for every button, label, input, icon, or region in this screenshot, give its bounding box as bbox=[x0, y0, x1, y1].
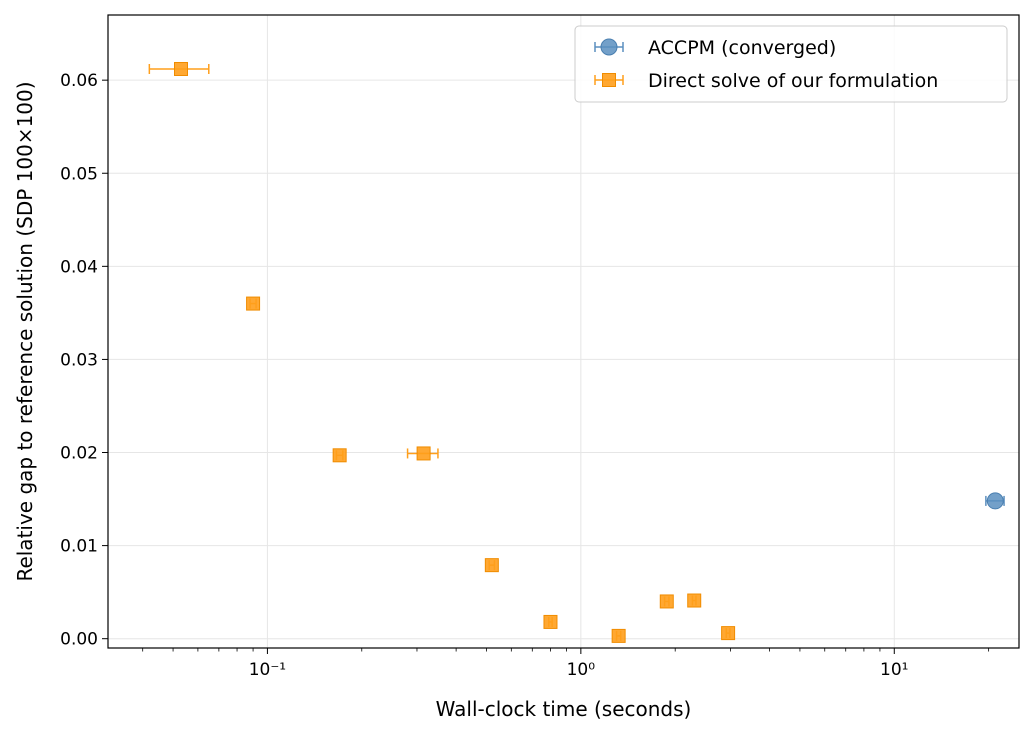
legend-label: Direct solve of our formulation bbox=[648, 70, 938, 92]
grid bbox=[108, 15, 1019, 648]
y-axis-ticks: 0.00 0.01 0.02 0.03 0.04 0.05 0.06 bbox=[60, 71, 108, 650]
data-point-direct bbox=[332, 448, 347, 463]
data-point-direct bbox=[721, 626, 736, 641]
x-tick-label: 10¹ bbox=[880, 660, 908, 680]
x-axis-ticks: 10⁻¹ 10⁰ 10¹ bbox=[249, 648, 909, 680]
plot-frame bbox=[107, 14, 1020, 649]
legend-marker-accpm bbox=[600, 38, 618, 56]
legend: ACCPM (converged) Direct solve of our for… bbox=[574, 25, 1008, 103]
legend-label: ACCPM (converged) bbox=[648, 37, 836, 59]
x-tick-label: 10⁻¹ bbox=[249, 660, 286, 680]
data-point-direct bbox=[416, 446, 431, 461]
data-point-direct bbox=[543, 614, 558, 629]
y-tick-label: 0.06 bbox=[60, 71, 98, 91]
data-point-direct bbox=[687, 593, 702, 608]
y-tick-label: 0.02 bbox=[60, 444, 98, 464]
data-point-direct bbox=[246, 296, 261, 311]
legend-marker-direct bbox=[602, 73, 616, 87]
data-marks bbox=[148, 61, 1005, 643]
data-point-accpm bbox=[986, 492, 1004, 510]
y-tick-label: 0.00 bbox=[60, 630, 98, 650]
y-tick-label: 0.04 bbox=[60, 257, 98, 277]
y-axis-label: Relative gap to reference solution (SDP … bbox=[13, 81, 37, 581]
legend-box bbox=[574, 25, 1008, 103]
data-point-direct bbox=[611, 628, 626, 643]
data-point-direct bbox=[174, 61, 189, 76]
x-tick-label: 10⁰ bbox=[567, 660, 596, 680]
y-tick-label: 0.03 bbox=[60, 350, 98, 370]
y-tick-label: 0.05 bbox=[60, 164, 98, 184]
y-tick-label: 0.01 bbox=[60, 537, 98, 557]
data-point-direct bbox=[659, 594, 674, 609]
x-axis-label: Wall-clock time (seconds) bbox=[436, 697, 692, 721]
data-point-direct bbox=[484, 558, 499, 573]
